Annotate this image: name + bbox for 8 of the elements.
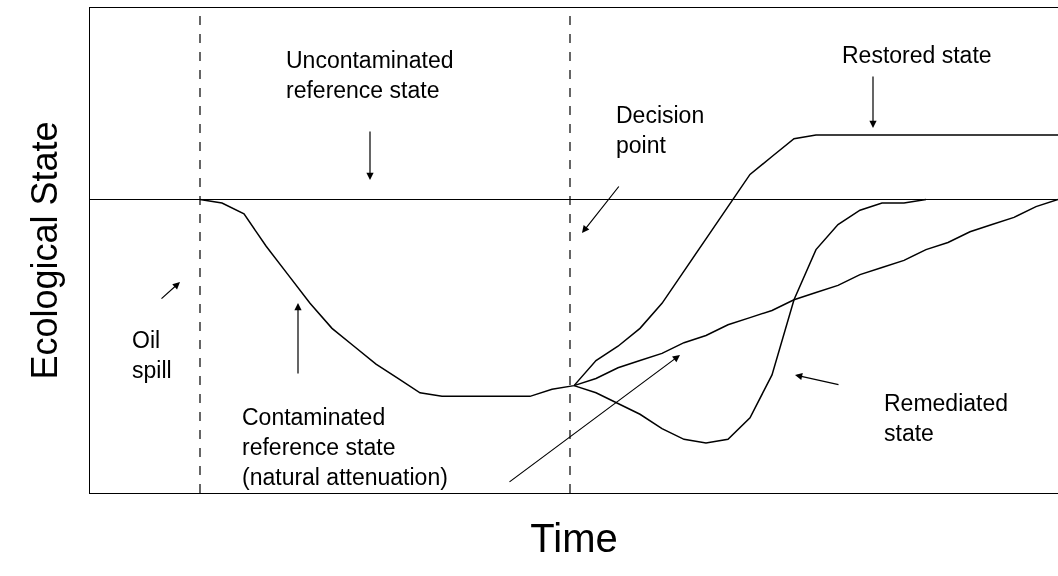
text: Restored state (842, 42, 992, 68)
x-axis-title: Time (530, 515, 618, 560)
text: Uncontaminated reference state (286, 47, 454, 103)
annotation: Decision point (616, 102, 705, 158)
annotation: Contaminated reference state (natural attenuation) (242, 404, 448, 490)
annotation: Oil spill (132, 327, 172, 383)
annotation: Remediated state (884, 390, 1009, 446)
y-axis-title: Ecological State (23, 121, 65, 380)
